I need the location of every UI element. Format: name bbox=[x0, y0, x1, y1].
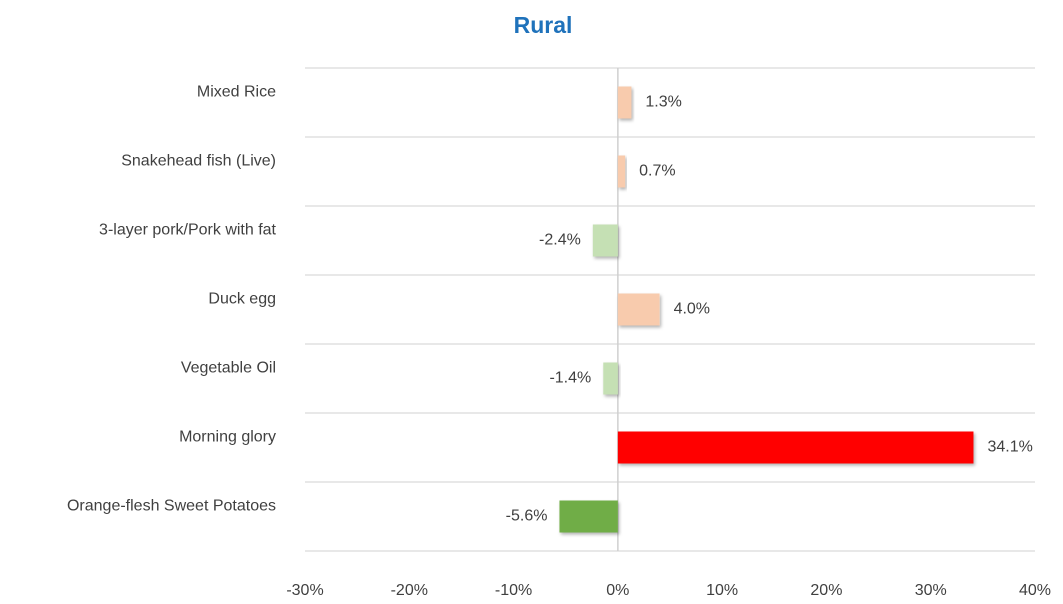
bar bbox=[617, 86, 632, 119]
data-label: 0.7% bbox=[639, 163, 675, 180]
bar bbox=[617, 431, 974, 464]
category-label: Mixed Rice bbox=[197, 84, 276, 101]
data-label: 4.0% bbox=[674, 301, 710, 318]
data-label: 34.1% bbox=[987, 439, 1032, 456]
chart-title: Rural bbox=[514, 12, 573, 38]
data-label: 1.3% bbox=[645, 94, 681, 111]
bar bbox=[617, 293, 660, 326]
x-tick-label: -30% bbox=[286, 582, 323, 599]
category-label: Duck egg bbox=[208, 291, 276, 308]
x-tick-label: 0% bbox=[606, 582, 629, 599]
data-label: -1.4% bbox=[549, 370, 591, 387]
x-tick-label: 20% bbox=[810, 582, 842, 599]
bar bbox=[559, 500, 618, 533]
bar bbox=[603, 362, 618, 395]
category-label: Orange-flesh Sweet Potatoes bbox=[67, 498, 276, 515]
category-label: Morning glory bbox=[179, 429, 276, 446]
bar bbox=[592, 224, 618, 257]
x-tick-label: 30% bbox=[915, 582, 947, 599]
x-tick-label: -20% bbox=[391, 582, 428, 599]
bar bbox=[617, 155, 626, 188]
x-tick-label: 40% bbox=[1019, 582, 1051, 599]
data-label: -2.4% bbox=[539, 232, 581, 249]
category-label: Snakehead fish (Live) bbox=[121, 153, 276, 170]
x-tick-label: 10% bbox=[706, 582, 738, 599]
data-label: -5.6% bbox=[506, 508, 548, 525]
x-tick-label: -10% bbox=[495, 582, 532, 599]
category-label: 3-layer pork/Pork with fat bbox=[99, 222, 277, 239]
category-label: Vegetable Oil bbox=[181, 360, 276, 377]
